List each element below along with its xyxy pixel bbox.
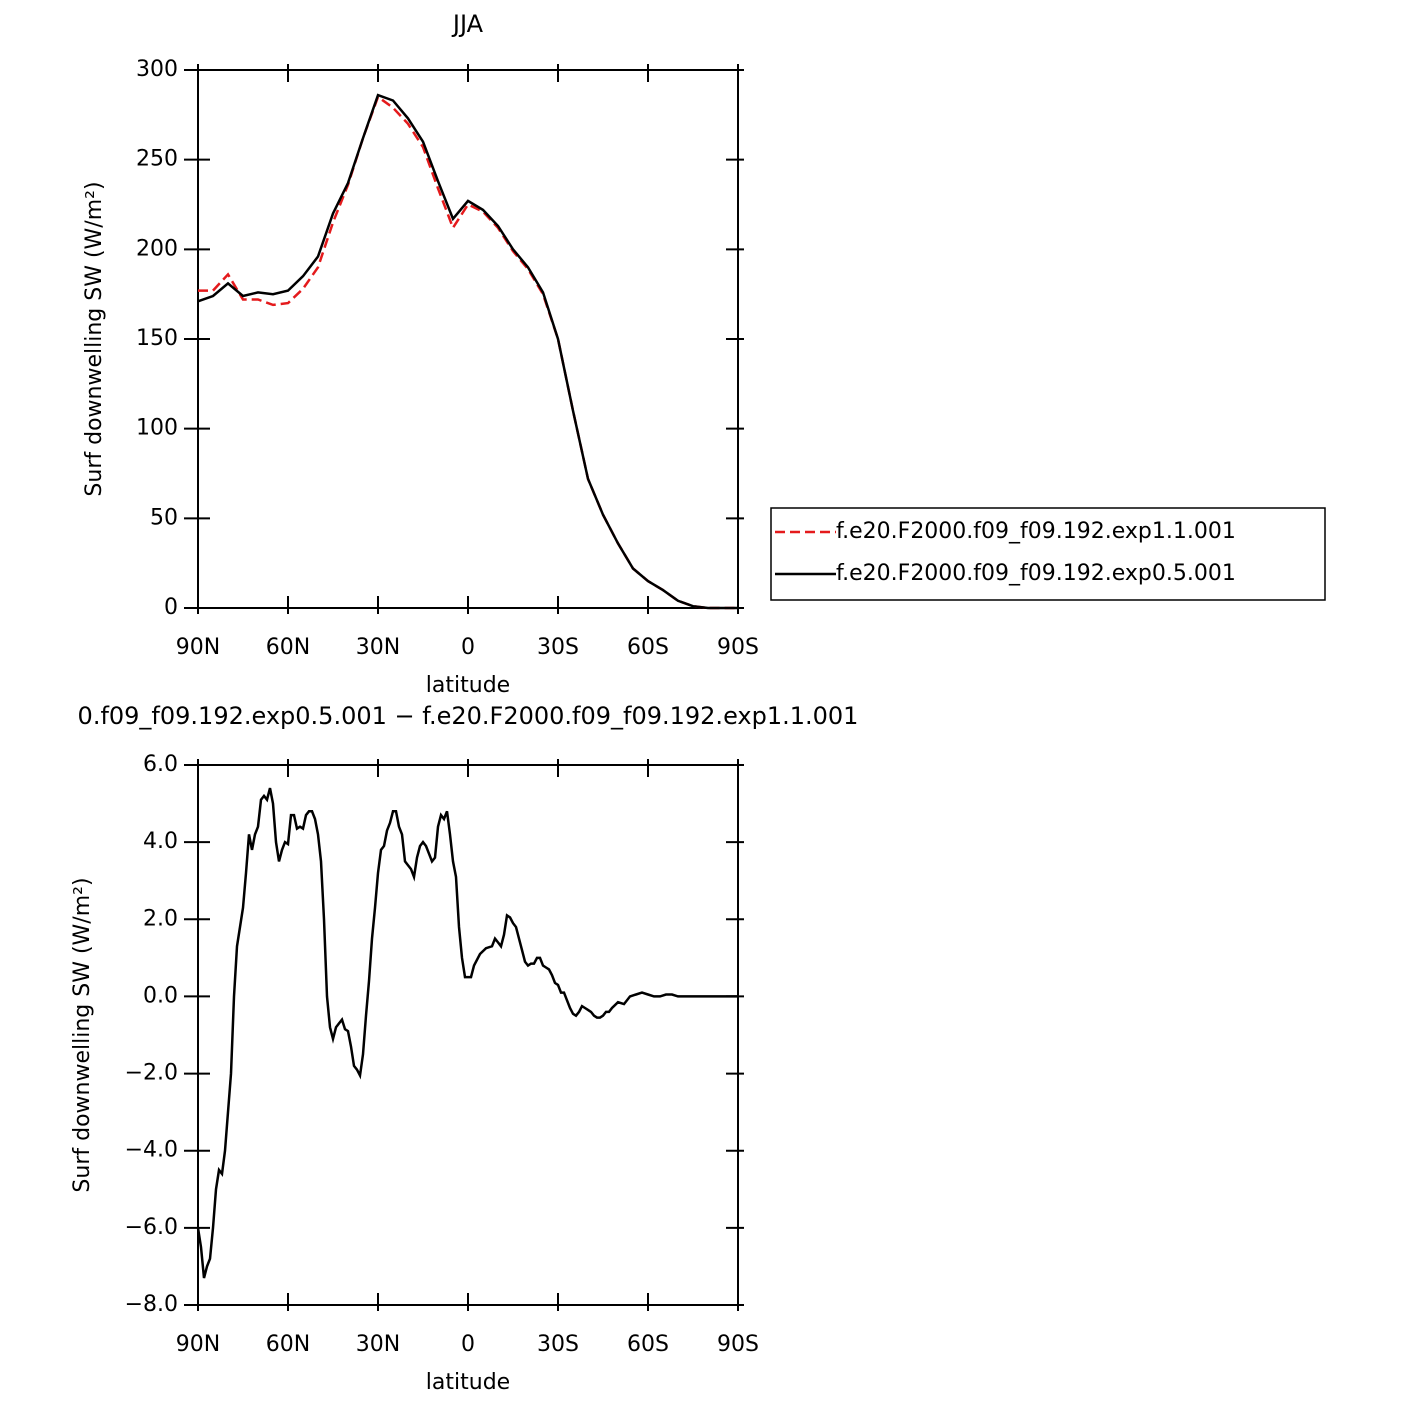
x-tick-label: 30N <box>356 635 400 660</box>
y-tick-label: −2.0 <box>125 1061 178 1086</box>
y-tick-label: −4.0 <box>125 1138 178 1163</box>
y-tick-label: 50 <box>150 505 178 530</box>
y-axis-label: Surf downwelling SW (W/m²) <box>82 181 107 496</box>
y-tick-label: 0 <box>164 595 178 620</box>
x-tick-label: 90S <box>717 1332 759 1357</box>
legend-box <box>770 507 1326 601</box>
x-tick-label: 0 <box>461 635 475 660</box>
x-tick-label: 60N <box>266 1332 310 1357</box>
y-tick-label: −6.0 <box>125 1215 178 1240</box>
x-tick-label: 30N <box>356 1332 400 1357</box>
y-tick-label: 6.0 <box>143 752 178 777</box>
chart-title: 0.f09_f09.192.exp0.5.001 − f.e20.F2000.f… <box>78 702 859 730</box>
y-tick-label: 300 <box>136 57 178 82</box>
y-tick-label: 0.0 <box>143 983 178 1008</box>
y-axis-label: Surf downwelling SW (W/m²) <box>70 877 95 1192</box>
y-tick-label: 150 <box>136 326 178 351</box>
legend-label: f.e20.F2000.f09_f09.192.exp1.1.001 <box>836 519 1236 544</box>
x-axis-label: latitude <box>426 673 510 698</box>
x-tick-label: 60S <box>627 635 669 660</box>
y-tick-label: 250 <box>136 147 178 172</box>
y-tick-label: 4.0 <box>143 829 178 854</box>
x-tick-label: 60S <box>627 1332 669 1357</box>
x-tick-label: 90S <box>717 635 759 660</box>
x-tick-label: 30S <box>537 635 579 660</box>
y-tick-label: 100 <box>136 416 178 441</box>
x-tick-label: 0 <box>461 1332 475 1357</box>
x-axis-label: latitude <box>426 1370 510 1395</box>
legend-label: f.e20.F2000.f09_f09.192.exp0.5.001 <box>836 561 1236 586</box>
y-tick-label: −8.0 <box>125 1292 178 1317</box>
plot-frame <box>197 764 739 1306</box>
x-tick-label: 30S <box>537 1332 579 1357</box>
x-tick-label: 60N <box>266 635 310 660</box>
data-line <box>197 93 738 610</box>
chart-title: JJA <box>451 10 484 38</box>
y-tick-label: 2.0 <box>143 906 178 931</box>
x-tick-label: 90N <box>176 635 220 660</box>
x-tick-label: 90N <box>176 1332 220 1357</box>
data-line <box>196 787 738 1279</box>
plot-frame <box>197 69 739 609</box>
y-tick-label: 200 <box>136 236 178 261</box>
data-line <box>198 94 738 610</box>
